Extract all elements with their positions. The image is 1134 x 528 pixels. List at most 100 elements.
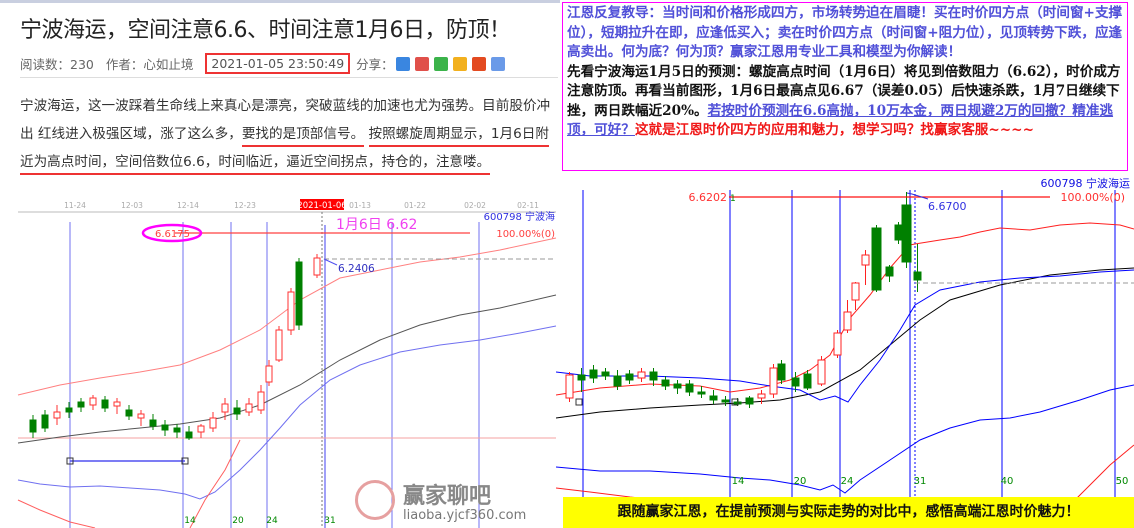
up-candle	[89, 397, 97, 406]
watermark: 赢家聊吧 liaoba.yjcf360.com	[355, 478, 526, 526]
up-candle	[565, 374, 574, 399]
up-candle	[245, 403, 253, 413]
page-title: 宁波海运，空间注意6.6、时间注意1月6日，防顶！	[20, 18, 511, 43]
up-candle	[113, 401, 121, 407]
bottom-tick: 14	[184, 516, 196, 526]
down-candle	[661, 379, 670, 387]
lower-band-line	[556, 384, 1134, 494]
date-tick: 12-03	[121, 201, 143, 210]
down-candle	[577, 374, 586, 381]
tieba-share-icon[interactable]	[490, 56, 505, 71]
up-candle	[851, 282, 860, 301]
up-candle	[861, 254, 870, 266]
read-count: 阅读数：230	[20, 54, 94, 73]
down-candle	[613, 375, 622, 387]
date-tick: 02-11	[517, 201, 539, 210]
high-ellipse	[141, 223, 203, 243]
down-candle	[65, 407, 73, 413]
lower-band-line	[17, 325, 557, 500]
down-candle	[697, 391, 706, 395]
down-candle	[185, 431, 193, 439]
up-candle	[313, 257, 321, 276]
handle[interactable]	[731, 398, 739, 406]
mid-band-line	[556, 269, 1134, 403]
down-candle	[149, 419, 157, 427]
upper-band-line	[17, 237, 557, 396]
publish-datetime: 2021-01-05 23:50:49	[205, 53, 351, 74]
price-label: 6.2406	[338, 263, 375, 275]
note-blue-text: 江恩反复教导：当时间和价格形成四方，市场转势迫在眉睫！买在时价四方点（时间窗+支…	[567, 5, 1123, 60]
down-candle	[173, 427, 181, 433]
plus-share-icon[interactable]	[395, 56, 410, 71]
handle[interactable]	[181, 457, 189, 465]
down-candle	[913, 271, 922, 281]
down-candle	[885, 266, 894, 277]
up-candle	[209, 417, 217, 429]
date-tick: 12-23	[234, 201, 256, 210]
bottom-tick: 31	[914, 476, 927, 487]
moving-average-line	[17, 294, 557, 444]
lower-red-line	[189, 439, 241, 528]
handle[interactable]	[66, 457, 74, 465]
underlined-text: 按照螺旋周期显示，1月6日附近为高点时间，空间倍数位6.6，时间临近，逼近空间拐…	[20, 126, 549, 175]
handle[interactable]	[575, 398, 583, 406]
annotation-label: 1月6日 6.62	[336, 217, 417, 233]
moving-average-line	[556, 267, 1134, 419]
down-candle	[673, 383, 682, 389]
down-candle	[125, 409, 133, 417]
wechat-share-icon[interactable]	[433, 56, 448, 71]
left-kline-chart: 11-24 12-03 12-14 12-23 2021-01-06 01-13 01-22…	[17, 199, 557, 528]
pct-label: 100.00%(0)	[1060, 191, 1125, 204]
bottom-tick: 40	[1001, 476, 1014, 487]
down-candle	[649, 371, 658, 381]
date-tick: 01-22	[404, 201, 426, 210]
read-value: 230	[70, 57, 94, 72]
down-candle	[894, 224, 903, 241]
down-candle	[41, 414, 49, 429]
bottom-tick: 24	[266, 516, 278, 526]
up-candle	[287, 291, 295, 331]
watermark-url: liaoba.yjcf360.com	[403, 508, 527, 523]
date-tick: 02-02	[464, 201, 486, 210]
date-tick: 01-13	[349, 201, 371, 210]
down-candle	[77, 401, 85, 408]
bottom-tick: 14	[732, 476, 745, 487]
note-red-text: 这就是江恩时价四方的应用和魅力，想学习吗？找赢家客服~~~~	[634, 122, 1034, 138]
down-candle	[589, 369, 598, 379]
high-label: 6.6202	[689, 191, 728, 204]
up-candle	[137, 413, 145, 419]
top-bar	[0, 0, 560, 3]
up-candle	[275, 329, 283, 361]
article-body: 宁波海运，这一波踩着生命线上来真心是漂亮，突破蓝线的加速也尤为强势。目前股价冲出…	[20, 92, 556, 176]
down-candle	[101, 399, 109, 409]
note-link[interactable]: 若按时价预测在6.6高抛，10万本金，两日规避2万的回撤？精准逃顶，可好？	[567, 102, 1114, 139]
up-candle	[757, 393, 766, 399]
up-candle	[637, 371, 646, 379]
down-candle	[295, 261, 303, 326]
price-pointer	[906, 192, 929, 200]
pct-label: 100.00%(0)	[496, 229, 555, 240]
down-candle	[871, 227, 882, 291]
date-tick: 12-14	[177, 201, 199, 210]
down-candle	[901, 204, 912, 263]
up-candle	[833, 332, 842, 356]
up-candle	[817, 359, 826, 385]
bottom-tick: 31	[324, 516, 335, 526]
lower-red-line	[17, 499, 96, 528]
up-candle	[197, 425, 205, 433]
bottom-tick: 24	[841, 476, 854, 487]
down-candle	[685, 383, 694, 393]
weibo-share-icon[interactable]	[414, 56, 429, 71]
read-label: 阅读数：	[20, 57, 71, 72]
down-candle	[803, 373, 812, 389]
down-candle	[777, 363, 786, 381]
watermark-name: 赢家聊吧	[403, 484, 492, 509]
article-meta: 阅读数：230 作者：心如止境 2021-01-05 23:50:49 分享：	[20, 53, 510, 74]
qq-share-icon[interactable]	[452, 56, 467, 71]
date-tick: 11-24	[64, 201, 86, 210]
price-pointer	[323, 258, 338, 266]
down-candle	[29, 419, 37, 433]
author: 作者：心如止境	[105, 57, 194, 72]
tencent-weibo-share-icon[interactable]	[471, 56, 486, 71]
high-label: 6.6175	[155, 229, 190, 240]
